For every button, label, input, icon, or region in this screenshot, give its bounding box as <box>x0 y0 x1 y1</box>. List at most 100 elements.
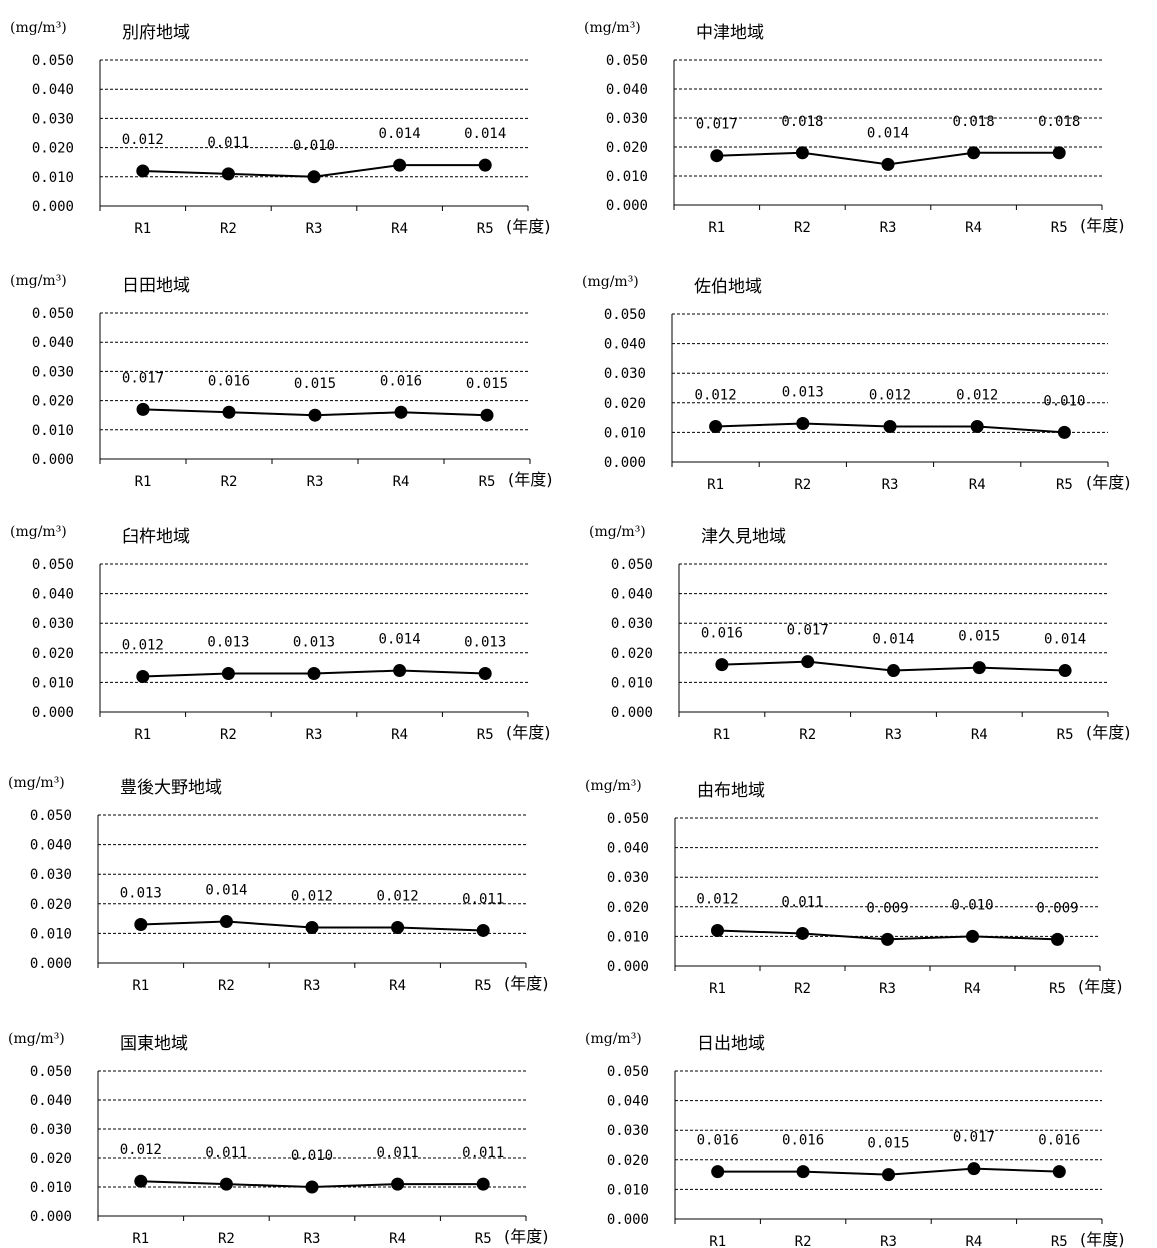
y-tick-label: 0.000 <box>32 452 74 468</box>
y-axis-unit-label: (mg/m³) <box>10 273 67 289</box>
chart-panel: (mg/m³) 臼杵地域 0.000 0.010 0.020 0.030 0.040 0.05… <box>10 524 551 743</box>
y-axis-unit-label: (mg/m³) <box>589 524 646 540</box>
y-tick-label: 0.020 <box>32 646 74 662</box>
data-point <box>967 1162 981 1176</box>
x-tick-label: R1 <box>708 220 725 236</box>
y-tick-label: 0.040 <box>32 82 74 98</box>
y-tick-label: 0.030 <box>604 366 646 382</box>
y-tick-label: 0.050 <box>30 808 72 824</box>
data-point <box>393 664 407 678</box>
data-label: 0.014 <box>379 632 421 648</box>
y-tick-label: 0.040 <box>32 587 74 603</box>
x-axis-unit-label: (年度) <box>506 217 551 236</box>
chart-title: 由布地域 <box>697 781 765 801</box>
y-tick-label: 0.050 <box>32 53 74 69</box>
x-tick-label: R4 <box>969 477 986 493</box>
y-tick-label: 0.040 <box>606 82 648 98</box>
data-point <box>394 405 408 419</box>
data-label: 0.010 <box>291 1148 333 1164</box>
y-tick-label: 0.020 <box>611 646 653 662</box>
data-label: 0.014 <box>1044 632 1086 648</box>
data-label: 0.015 <box>466 376 508 392</box>
data-point <box>476 923 490 937</box>
x-tick-label: R3 <box>880 220 897 236</box>
x-tick-label: R2 <box>221 474 238 490</box>
data-point <box>796 417 810 431</box>
chart-panel: (mg/m³) 日田地域 0.000 0.010 0.020 0.030 0.040 0.05… <box>10 273 553 490</box>
y-tick-label: 0.040 <box>604 337 646 353</box>
data-label: 0.010 <box>951 897 993 913</box>
data-point <box>136 164 150 178</box>
data-label: 0.012 <box>291 888 333 904</box>
data-point <box>967 146 981 160</box>
y-axis-unit-label: (mg/m³) <box>585 778 642 794</box>
y-tick-label: 0.020 <box>607 900 649 916</box>
x-tick-label: R3 <box>879 981 896 997</box>
data-point <box>305 920 319 934</box>
data-point <box>391 920 405 934</box>
data-point <box>219 915 233 929</box>
chart-title: 臼杵地域 <box>122 527 190 547</box>
data-label: 0.013 <box>120 886 162 902</box>
x-axis-unit-label: (年度) <box>1086 473 1131 492</box>
data-point <box>710 149 724 163</box>
data-label: 0.014 <box>872 632 914 648</box>
x-tick-label: R3 <box>306 221 323 237</box>
chart-title: 国東地域 <box>120 1034 188 1054</box>
y-tick-label: 0.000 <box>32 705 74 721</box>
x-tick-label: R4 <box>391 727 408 743</box>
y-axis-unit-label: (mg/m³) <box>8 775 65 791</box>
data-point <box>1052 1165 1066 1179</box>
y-tick-label: 0.010 <box>606 169 648 185</box>
x-tick-label: R5 <box>1049 981 1066 997</box>
data-label: 0.011 <box>205 1145 247 1161</box>
x-tick-label: R1 <box>134 727 151 743</box>
x-tick-label: R1 <box>707 477 724 493</box>
chart-panel: (mg/m³) 由布地域 0.000 0.010 0.020 0.030 0.040 0.05… <box>585 778 1123 997</box>
data-point <box>711 1165 725 1179</box>
data-label: 0.012 <box>122 132 164 148</box>
y-tick-label: 0.000 <box>30 956 72 972</box>
x-tick-label: R4 <box>389 978 406 994</box>
data-label: 0.009 <box>866 900 908 916</box>
data-label: 0.016 <box>697 1133 739 1149</box>
y-axis-unit-label: (mg/m³) <box>8 1031 65 1047</box>
y-tick-label: 0.030 <box>30 867 72 883</box>
y-tick-label: 0.030 <box>32 364 74 380</box>
data-label: 0.011 <box>462 1145 504 1161</box>
x-tick-label: R4 <box>393 474 410 490</box>
y-tick-label: 0.040 <box>32 335 74 351</box>
data-point <box>801 655 815 669</box>
y-tick-label: 0.000 <box>32 199 74 215</box>
y-tick-label: 0.040 <box>611 587 653 603</box>
data-point <box>478 667 492 681</box>
y-tick-label: 0.050 <box>607 1064 649 1080</box>
data-point <box>1051 932 1064 946</box>
x-tick-label: R4 <box>391 221 408 237</box>
data-label: 0.012 <box>696 891 738 907</box>
y-tick-label: 0.010 <box>607 1182 649 1198</box>
data-label: 0.012 <box>377 888 419 904</box>
data-label: 0.016 <box>380 373 422 389</box>
data-point <box>709 419 723 433</box>
x-tick-label: R2 <box>218 978 235 994</box>
data-label: 0.016 <box>701 626 743 642</box>
data-point <box>476 1177 490 1191</box>
data-label: 0.015 <box>867 1136 909 1152</box>
x-tick-label: R5 <box>1057 727 1074 743</box>
data-label: 0.013 <box>207 635 249 651</box>
x-tick-label: R3 <box>304 978 321 994</box>
x-tick-label: R2 <box>794 981 811 997</box>
x-tick-label: R3 <box>885 727 902 743</box>
data-label: 0.016 <box>1038 1133 1080 1149</box>
y-tick-label: 0.050 <box>32 306 74 322</box>
y-tick-label: 0.020 <box>30 897 72 913</box>
x-tick-label: R5 <box>1051 1234 1068 1248</box>
chart-panel: (mg/m³) 中津地域 0.000 0.010 0.020 0.030 0.040 0.05… <box>584 20 1125 236</box>
data-label: 0.017 <box>122 370 164 386</box>
y-tick-label: 0.020 <box>604 396 646 412</box>
x-tick-label: R1 <box>132 978 149 994</box>
x-tick-label: R2 <box>220 221 237 237</box>
data-label: 0.011 <box>462 891 504 907</box>
y-tick-label: 0.020 <box>607 1153 649 1169</box>
